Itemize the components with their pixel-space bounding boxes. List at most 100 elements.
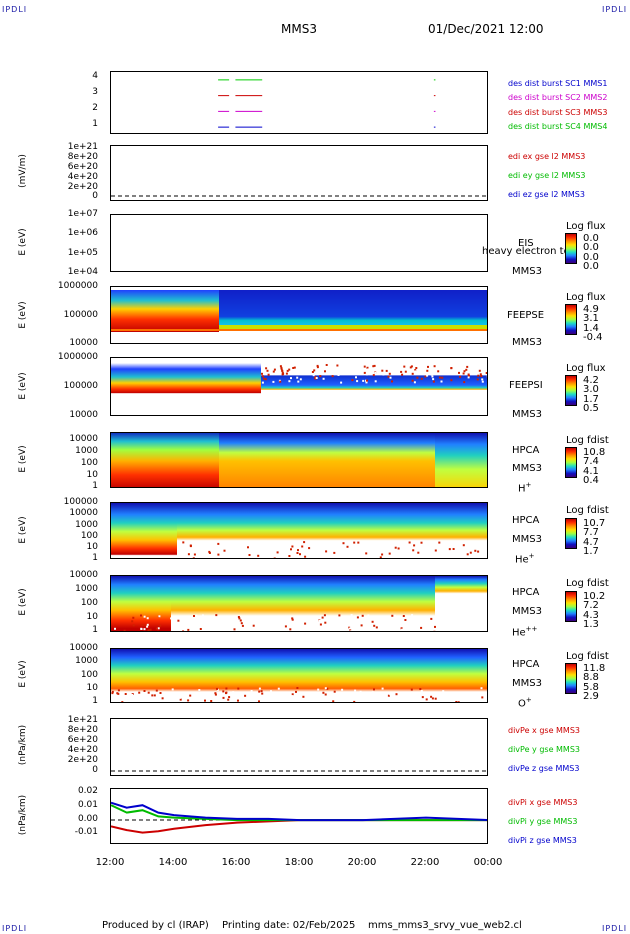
feepsi-spacecraft: MMS3	[512, 409, 542, 420]
hpca-he-specks-speck	[408, 541, 411, 544]
hpca-hepp-specks-speck	[140, 627, 143, 630]
hpca-o-specks-speck	[258, 700, 260, 702]
hpca-o-specks-speck	[151, 694, 154, 697]
hpca-he-specks-speck	[468, 556, 471, 558]
hpca-he-specks-speck	[190, 542, 193, 545]
hpca-he-specks-speck	[466, 553, 469, 556]
hpca-hepp-specks-speck	[291, 618, 294, 621]
corner-label-br: IPDLI	[602, 924, 628, 933]
feepsi-specks-speck	[387, 375, 390, 378]
hpca-o-specks-speck	[259, 695, 262, 698]
hpca-o-specks-speck	[210, 700, 213, 702]
divpi-ytick-3: -0.01	[74, 827, 98, 837]
hpca-o-specks-speck	[317, 688, 320, 691]
feepsi-specks-speck	[416, 376, 419, 379]
feepsi-specks-speck	[290, 377, 292, 380]
hpca-he-specks-speck	[291, 545, 294, 548]
hpca-o-ytick-4: 1	[92, 696, 98, 706]
hpca-o-specks-speck	[187, 699, 190, 702]
hpca-h-colorbar	[565, 447, 577, 478]
hpca-o-specks-speck	[260, 690, 263, 693]
hpca-hepp-ytick-4: 1	[92, 625, 98, 635]
hpca-o-ytick-0: 10000	[69, 643, 98, 653]
hpca-o-specks-speck	[198, 689, 201, 691]
feepse-ytick-1: 100000	[63, 310, 98, 320]
eis-ytick-2: 1e+05	[67, 248, 98, 258]
feepsi-specks-speck	[391, 380, 393, 383]
eis-cb-v1: 0.0	[583, 242, 599, 253]
hpca-he-specks-speck	[394, 546, 397, 549]
hpca-o-specks-speck	[222, 696, 225, 699]
burst-ytick-2: 2	[92, 103, 98, 113]
hpca-he-specks-speck	[190, 551, 193, 554]
hpca-he-specks-speck	[208, 550, 211, 553]
hpca-he-ytick-4: 10	[86, 542, 98, 552]
hpca-he-specks-speck	[296, 552, 299, 554]
hpca-hepp-specks-speck	[430, 617, 433, 620]
hpca-he-ytick-3: 100	[80, 531, 98, 541]
hpca-he-specks-speck	[314, 550, 317, 553]
hpca-hepp-specks-speck	[349, 629, 352, 631]
hpca-h-spectrogram	[111, 433, 487, 487]
hpca-o-specks-speck	[206, 692, 209, 695]
edi-ytick-1: 8e+20	[67, 152, 98, 162]
feepsi-ytick-2: 10000	[69, 410, 98, 420]
hpca-he-specks-speck	[477, 550, 480, 553]
feepsi-specks-speck	[394, 366, 397, 369]
hpca-he-specks-speck	[371, 549, 374, 552]
hpca-he-specks-speck	[182, 541, 185, 544]
hpca-o-specks-speck	[272, 693, 275, 696]
hpca-he-specks-speck	[304, 545, 307, 548]
divpe-svg	[111, 770, 487, 772]
hpca-he-specks-speck	[283, 545, 286, 548]
feepsi-specks-speck	[330, 364, 333, 367]
hpca-o-specks-speck	[270, 690, 272, 693]
hpca-o-spacecraft: MMS3	[512, 678, 542, 689]
hpca-he-species: He+	[515, 552, 535, 565]
feepsi-cb-v1: 3.0	[583, 384, 599, 395]
hpca-hepp-specks-speck	[123, 629, 126, 631]
hpca-he-specks-speck	[293, 554, 296, 556]
hpca-o-specks-speck	[234, 695, 237, 698]
hpca-hepp-specks-speck	[141, 624, 144, 627]
hpca-h-ytick-4: 1	[92, 481, 98, 491]
feepsi-specks-speck	[365, 381, 368, 384]
hpca-o-specks-speck	[277, 687, 280, 690]
hpca-h-ytick-3: 10	[86, 470, 98, 480]
hpca-hepp-cb-v0: 10.2	[583, 591, 606, 602]
feepsi-specks-speck	[355, 369, 358, 372]
feepsi-specks-speck	[395, 370, 398, 373]
hpca-hepp-specks-speck	[319, 623, 322, 626]
hpca-hepp-specks-speck	[318, 619, 321, 622]
feepsi-specks-speck	[398, 371, 401, 374]
hpca-hepp-specks-speck	[349, 630, 352, 631]
hpca-he-specks-speck	[253, 556, 256, 558]
eis-ylabel: E (eV)	[18, 228, 28, 256]
feepsi-specks-speck	[366, 366, 369, 369]
divpi-legend-x: divPi x gse MMS3	[508, 798, 578, 807]
divpe-ylabel: (nPa/km)	[18, 724, 28, 766]
hpca-hepp-specks-speck	[237, 631, 239, 632]
hpca-he-specks-speck	[341, 544, 344, 547]
hpca-he-ylabel: E (eV)	[18, 516, 28, 544]
burst-panel	[110, 71, 488, 134]
eis-overlay-label: heavy electron to	[482, 246, 570, 257]
divpi-svg	[111, 801, 487, 834]
hpca-he-specks-speck	[325, 550, 328, 553]
hpca-hepp-specks-speck	[132, 624, 135, 627]
hpca-hepp-specks-speck	[323, 614, 326, 617]
feepsi-specks-speck	[481, 378, 484, 381]
hpca-he-specks-speck	[288, 555, 291, 557]
eis-colorbar	[565, 233, 577, 264]
hpca-hepp-specks-speck	[331, 617, 333, 620]
hpca-he-specks-speck	[299, 553, 301, 556]
feepsi-colorbar-title: Log flux	[566, 363, 606, 374]
hpca-o-ylabel: E (eV)	[18, 660, 28, 688]
feepsi-specks-speck	[479, 373, 482, 376]
hpca-o-specks-speck	[296, 687, 299, 689]
hpca-he-cb-v0: 10.7	[583, 518, 606, 529]
eis-cb-v2: 0.0	[583, 252, 599, 263]
hpca-o-ytick-1: 1000	[75, 656, 98, 666]
hpca-he-specks-speck	[402, 544, 404, 547]
divpe-legend-x: divPe x gse MMS3	[508, 726, 580, 735]
